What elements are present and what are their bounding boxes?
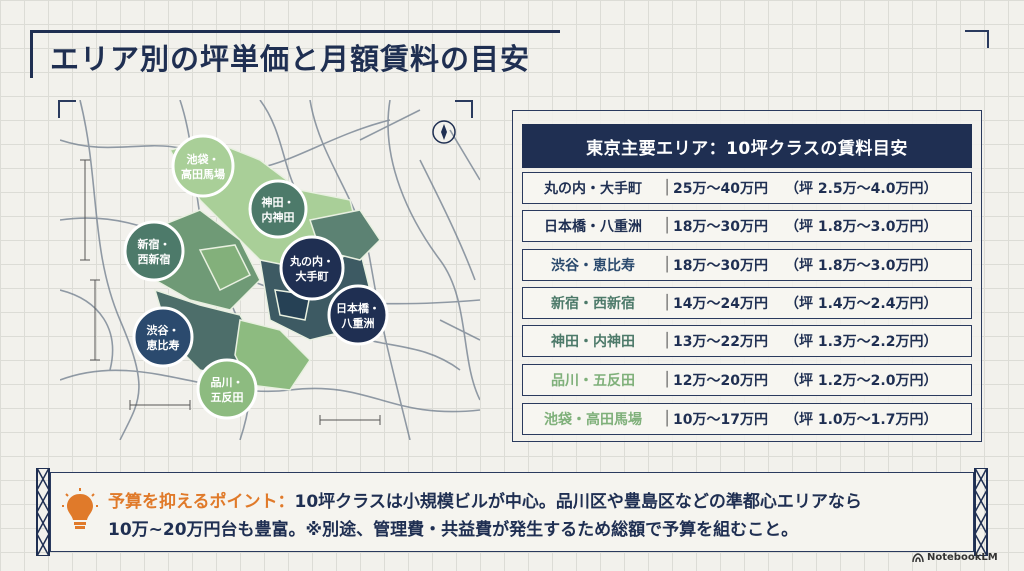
row-rent-range: 14万〜24万円 (673, 296, 768, 312)
svg-text:五反田: 五反田 (211, 390, 244, 404)
row-separator: │ (663, 372, 672, 388)
table-row: 日本橋・八重洲 │ 18万〜30万円 （坪 1.8万〜3.0万円） (522, 210, 972, 242)
row-rent-range: 18万〜30万円 (673, 258, 768, 274)
row-rent-range: 18万〜30万円 (673, 219, 768, 235)
badge-marunouchi: 丸の内・ 大手町 (279, 235, 345, 301)
row-rent-range: 25万〜40万円 (673, 181, 768, 197)
table-row: 神田・内神田 │ 13万〜22万円 （坪 1.3万〜2.2万円） (522, 325, 972, 357)
badge-shibuya: 渋谷・ 恵比寿 (132, 306, 194, 368)
row-area: 日本橋・八重洲 (544, 219, 642, 235)
rent-table-header: 東京主要エリア：10坪クラスの賃料目安 (522, 124, 972, 168)
table-row: 池袋・高田馬場 │ 10万〜17万円 （坪 1.0万〜1.7万円） (522, 403, 972, 435)
row-separator: │ (663, 257, 672, 273)
compass-icon (432, 120, 456, 144)
row-separator: │ (663, 411, 672, 427)
table-row: 品川・五反田 │ 12万〜20万円 （坪 1.2万〜2.0万円） (522, 364, 972, 396)
row-separator: │ (663, 295, 672, 311)
budget-note-box (50, 472, 974, 552)
badge-shinagawa: 品川・ 五反田 (196, 358, 258, 420)
row-area: 丸の内・大手町 (544, 181, 642, 197)
svg-text:大手町: 大手町 (296, 269, 329, 283)
table-row: 丸の内・大手町 │ 25万〜40万円 （坪 2.5万〜4.0万円） (522, 172, 972, 204)
badge-ikebukuro: 池袋・ 高田馬場 (171, 134, 235, 198)
map-svg: 池袋・ 高田馬場 神田・ 内神田 新宿・ 西新宿 丸の内・ 大手町 日本橋・ 八… (60, 100, 480, 440)
row-separator: │ (663, 180, 672, 196)
corner-bracket-top-right (965, 30, 989, 48)
svg-text:日本橋・: 日本橋・ (336, 301, 380, 315)
row-tsubo-price: （坪 1.8万〜3.0万円） (785, 258, 938, 274)
row-tsubo-price: （坪 2.5万〜4.0万円） (785, 181, 938, 197)
row-tsubo-price: （坪 1.4万〜2.4万円） (785, 296, 938, 312)
row-rent-range: 10万〜17万円 (673, 412, 768, 428)
svg-text:丸の内・: 丸の内・ (289, 254, 334, 268)
title-bracket (30, 30, 560, 78)
svg-text:品川・: 品川・ (211, 376, 244, 389)
lightbulb-icon (62, 488, 98, 529)
row-tsubo-price: （坪 1.0万〜1.7万円） (785, 412, 938, 428)
dimension-lines (80, 159, 381, 425)
note-label: 予算を抑えるポイント： (108, 492, 295, 512)
svg-text:西新宿: 西新宿 (138, 252, 171, 266)
row-area: 神田・内神田 (551, 334, 635, 350)
note-text-1: 10坪クラスは小規模ビルが中心。品川区や豊島区などの準都心エリアなら (294, 492, 862, 512)
svg-text:八重洲: 八重洲 (341, 316, 375, 330)
corner-bracket-map-tl (58, 100, 76, 118)
logo-text: NotebookLM (927, 552, 998, 563)
badge-shinjuku: 新宿・ 西新宿 (123, 220, 185, 282)
row-separator: │ (663, 333, 672, 349)
note-line-1: 予算を抑えるポイント：10坪クラスは小規模ビルが中心。品川区や豊島区などの準都心… (108, 487, 862, 512)
notebooklm-logo: NotebookLM (912, 552, 998, 563)
note-text-2: 10万~20万円台も豊富。※別途、管理費・共益費が発生するため総額で予算を組むこ… (108, 520, 799, 540)
row-area: 渋谷・恵比寿 (551, 258, 635, 274)
corner-bracket-map-tr (455, 100, 473, 118)
table-row: 新宿・西新宿 │ 14万〜24万円 （坪 1.4万〜2.4万円） (522, 287, 972, 319)
svg-text:渋谷・: 渋谷・ (147, 323, 180, 337)
svg-text:新宿・: 新宿・ (138, 237, 171, 251)
badge-nihonbashi: 日本橋・ 八重洲 (327, 284, 389, 346)
svg-text:高田馬場: 高田馬場 (181, 167, 225, 181)
svg-text:恵比寿: 恵比寿 (147, 338, 180, 352)
svg-text:池袋・: 池袋・ (187, 152, 220, 166)
scaffold-post-right (974, 468, 988, 556)
page-title: エリア別の坪単価と月額賃料の目安 (50, 42, 531, 76)
row-tsubo-price: （坪 1.2万〜2.0万円） (785, 373, 938, 389)
row-separator: │ (663, 218, 672, 234)
svg-text:神田・: 神田・ (262, 195, 295, 209)
row-tsubo-price: （坪 1.3万〜2.2万円） (785, 334, 938, 350)
row-rent-range: 13万〜22万円 (673, 334, 768, 350)
row-tsubo-price: （坪 1.8万〜3.0万円） (785, 219, 938, 235)
badge-kanda: 神田・ 内神田 (248, 179, 308, 239)
scaffold-post-left (36, 468, 50, 556)
notebooklm-logo-icon (912, 552, 924, 562)
table-row: 渋谷・恵比寿 │ 18万〜30万円 （坪 1.8万〜3.0万円） (522, 249, 972, 281)
area-map: 池袋・ 高田馬場 神田・ 内神田 新宿・ 西新宿 丸の内・ 大手町 日本橋・ 八… (60, 100, 480, 440)
row-area: 池袋・高田馬場 (544, 412, 642, 428)
svg-text:内神田: 内神田 (262, 210, 295, 224)
row-area: 品川・五反田 (551, 373, 635, 389)
row-area: 新宿・西新宿 (551, 296, 635, 312)
row-rent-range: 12万〜20万円 (673, 373, 768, 389)
